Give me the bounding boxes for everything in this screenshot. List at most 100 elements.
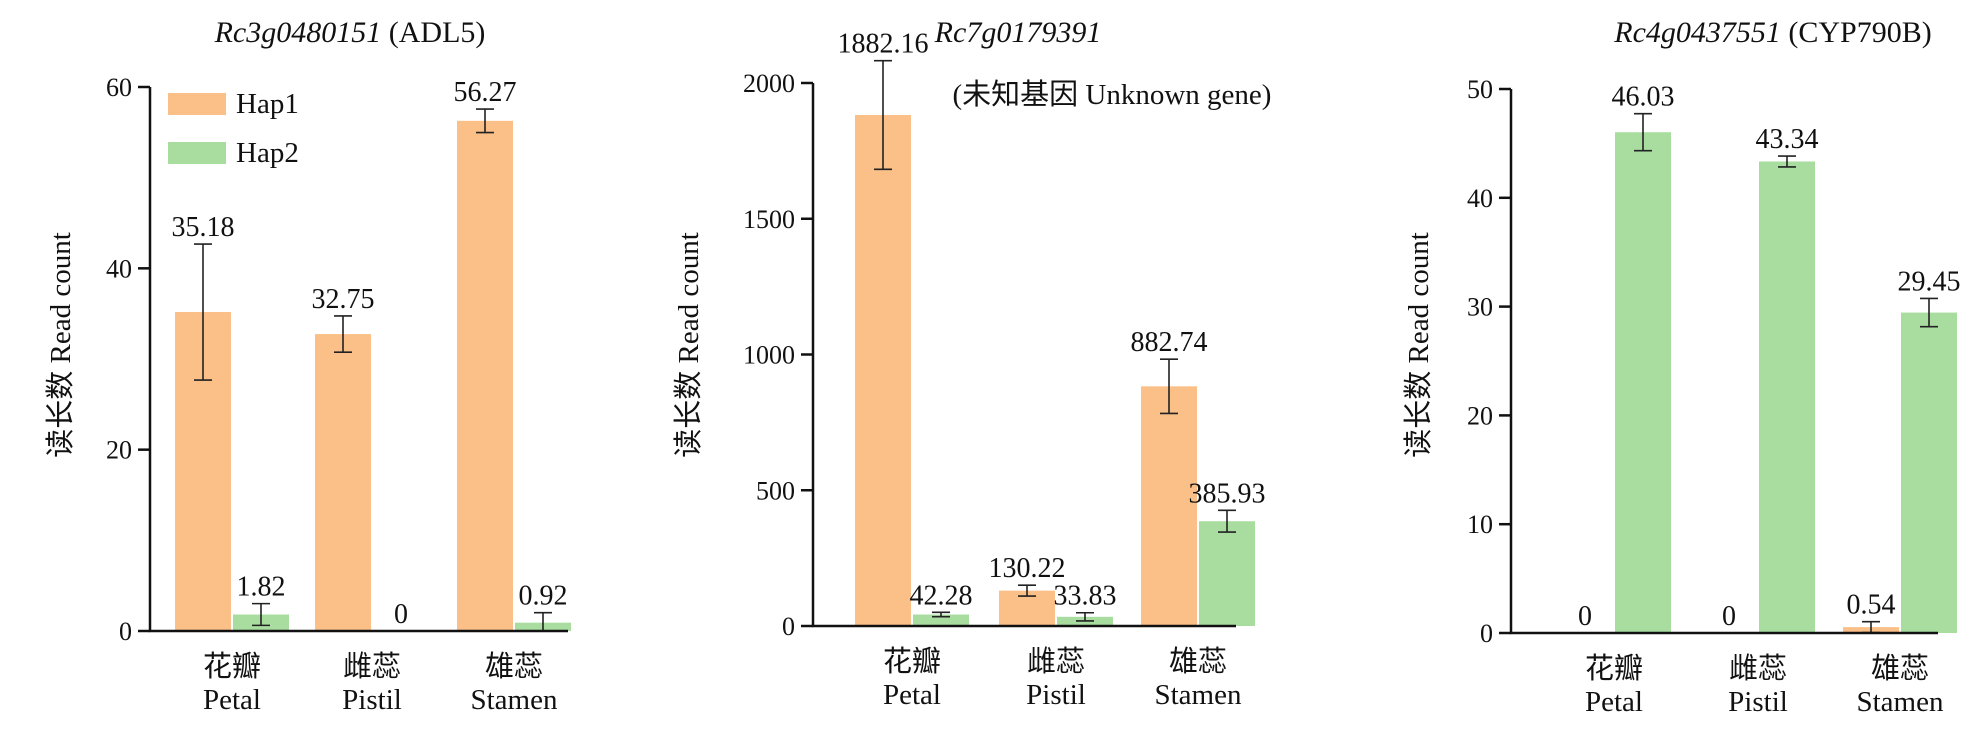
legend-label-hap1: Hap1 [236,88,299,120]
chart-panel-adl5: Rc3g0480151 (ADL5) 读长数 Read count Hap1 H… [44,16,571,716]
bar-hap2 [1199,521,1255,626]
chart-panel-cyp790b: Rc4g0437551 (CYP790B) 读长数 Read count 0 10… [1402,16,1961,718]
axis-lines [811,83,1236,628]
y-axis-label: 读长数 Read count [672,232,705,458]
legend-label-hap2: Hap2 [236,137,299,169]
y-tick-label: 0 [1480,619,1493,648]
y-axis-ticks: 0 10 20 30 40 50 [1467,75,1511,648]
y-tick-label: 30 [1467,293,1493,322]
error-bar [1634,112,1652,152]
data-label: 32.75 [312,284,375,315]
category-label-en: Pistil [1728,686,1788,718]
category-label-en: Stamen [1857,686,1944,718]
y-tick-label: 40 [1467,184,1493,213]
y-axis-label: 读长数 Read count [44,232,77,458]
chart-subtitle: (未知基因 Unknown gene) [953,78,1272,111]
data-label: 56.27 [454,77,517,108]
chart-title: Rc7g0179391 [934,16,1102,49]
bar-hap1 [457,120,513,631]
category-label-zh: 雌蕊 [1027,645,1085,678]
data-label: 0.92 [519,581,568,612]
error-bar [874,59,892,171]
data-label: 29.45 [1898,266,1961,297]
y-axis-ticks: 0 20 40 60 [106,73,150,646]
y-tick-label: 20 [1467,401,1493,430]
error-bar [1778,155,1796,168]
bar-hap2 [1759,161,1815,633]
bars: 0 46.03 0 43.34 0.54 29.45 [1578,82,1961,634]
category-label-zh: 花瓣 [883,645,941,678]
data-label: 33.83 [1054,581,1117,612]
data-label: 42.28 [910,580,973,611]
y-tick-label: 60 [106,73,132,102]
data-label: 0 [1578,601,1592,632]
category-label-zh: 雄蕊 [1871,652,1929,685]
y-tick-label: 20 [106,436,132,465]
data-label: 46.03 [1612,82,1675,113]
data-label: 43.34 [1756,124,1819,155]
chart-title: Rc4g0437551 (CYP790B) [1613,16,1932,49]
bars: 35.18 1.82 32.75 0 56.27 0.92 [172,77,571,632]
error-bar [334,315,352,353]
data-label: 385.93 [1189,478,1266,509]
error-bar [1018,584,1036,597]
y-tick-label: 10 [1467,510,1493,539]
category-label-en: Pistil [1026,679,1086,711]
bar-hap1 [855,114,911,626]
category-label-en: Petal [203,684,261,716]
data-label: 1882.16 [838,29,929,60]
category-label-zh: 雄蕊 [485,650,543,683]
legend-swatch-hap1 [168,93,226,115]
error-bar [1920,297,1938,328]
data-label: 0 [394,599,408,630]
category-label-en: Stamen [471,684,558,716]
legend: Hap1 Hap2 [168,88,299,169]
error-bar [932,611,950,618]
error-bar [194,243,212,381]
data-label: 1.82 [237,572,286,603]
category-label-zh: 雌蕊 [1729,652,1787,685]
axis-lines [148,87,568,633]
error-bar [252,602,270,627]
error-bar [1218,509,1236,533]
y-tick-label: 1500 [743,205,795,234]
category-label-zh: 雌蕊 [343,650,401,683]
legend-swatch-hap2 [168,142,226,164]
y-axis-ticks: 0 500 1000 1500 2000 [743,69,813,641]
data-label: 35.18 [172,212,235,243]
error-bar [476,108,494,134]
category-label-zh: 花瓣 [1585,652,1643,685]
data-label: 882.74 [1131,327,1208,358]
category-label-en: Petal [883,679,941,711]
y-tick-label: 2000 [743,69,795,98]
y-tick-label: 0 [782,612,795,641]
y-tick-label: 40 [106,254,132,283]
y-tick-label: 50 [1467,75,1493,104]
y-tick-label: 500 [756,476,795,505]
chart-title: Rc3g0480151 (ADL5) [214,16,486,49]
bar-hap2 [1615,132,1671,633]
error-bar [1076,611,1094,622]
data-label: 130.22 [989,553,1066,584]
category-label-zh: 花瓣 [203,650,261,683]
category-label-en: Petal [1585,686,1643,718]
category-label-en: Pistil [342,684,402,716]
error-bar [1160,358,1178,415]
bar-hap2 [1901,312,1957,633]
category-label-zh: 雄蕊 [1169,645,1227,678]
data-label: 0 [1722,601,1736,632]
y-tick-label: 0 [119,617,132,646]
axis-lines [1509,89,1938,635]
y-axis-label: 读长数 Read count [1402,232,1435,458]
bar-hap1 [315,334,371,631]
chart-panel-unknown-gene: Rc7g0179391 (未知基因 Unknown gene) 读长数 Read… [672,16,1271,711]
bar-hap2 [913,614,969,626]
data-label: 0.54 [1847,590,1896,621]
bar-hap1 [1141,386,1197,626]
category-label-en: Stamen [1155,679,1242,711]
